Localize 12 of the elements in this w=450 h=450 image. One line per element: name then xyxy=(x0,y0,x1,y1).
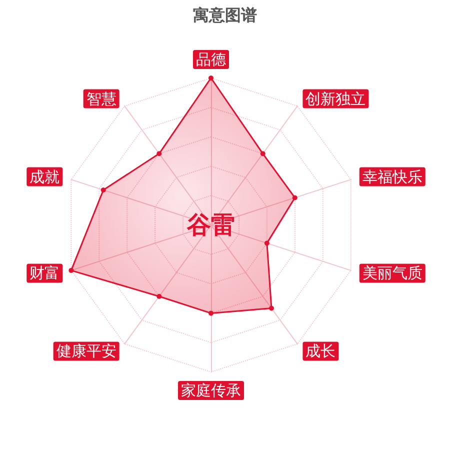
text: 谷雷 xyxy=(186,211,235,239)
spoke-label: 美丽气质 xyxy=(362,264,422,282)
spoke-label: 品德 xyxy=(196,50,226,68)
spoke-label: 健康平安 xyxy=(56,342,116,360)
chart-title: 寓意图谱 xyxy=(193,6,257,24)
spoke-label: 成就 xyxy=(30,168,60,186)
spoke-label: 幸福快乐 xyxy=(362,168,422,186)
spoke-label: 成长 xyxy=(306,342,336,360)
spoke-label: 智慧 xyxy=(86,90,116,108)
spoke-label: 家庭传承 xyxy=(181,382,241,400)
spoke-label: 创新独立 xyxy=(306,90,366,108)
spoke-label: 财富 xyxy=(30,264,60,282)
